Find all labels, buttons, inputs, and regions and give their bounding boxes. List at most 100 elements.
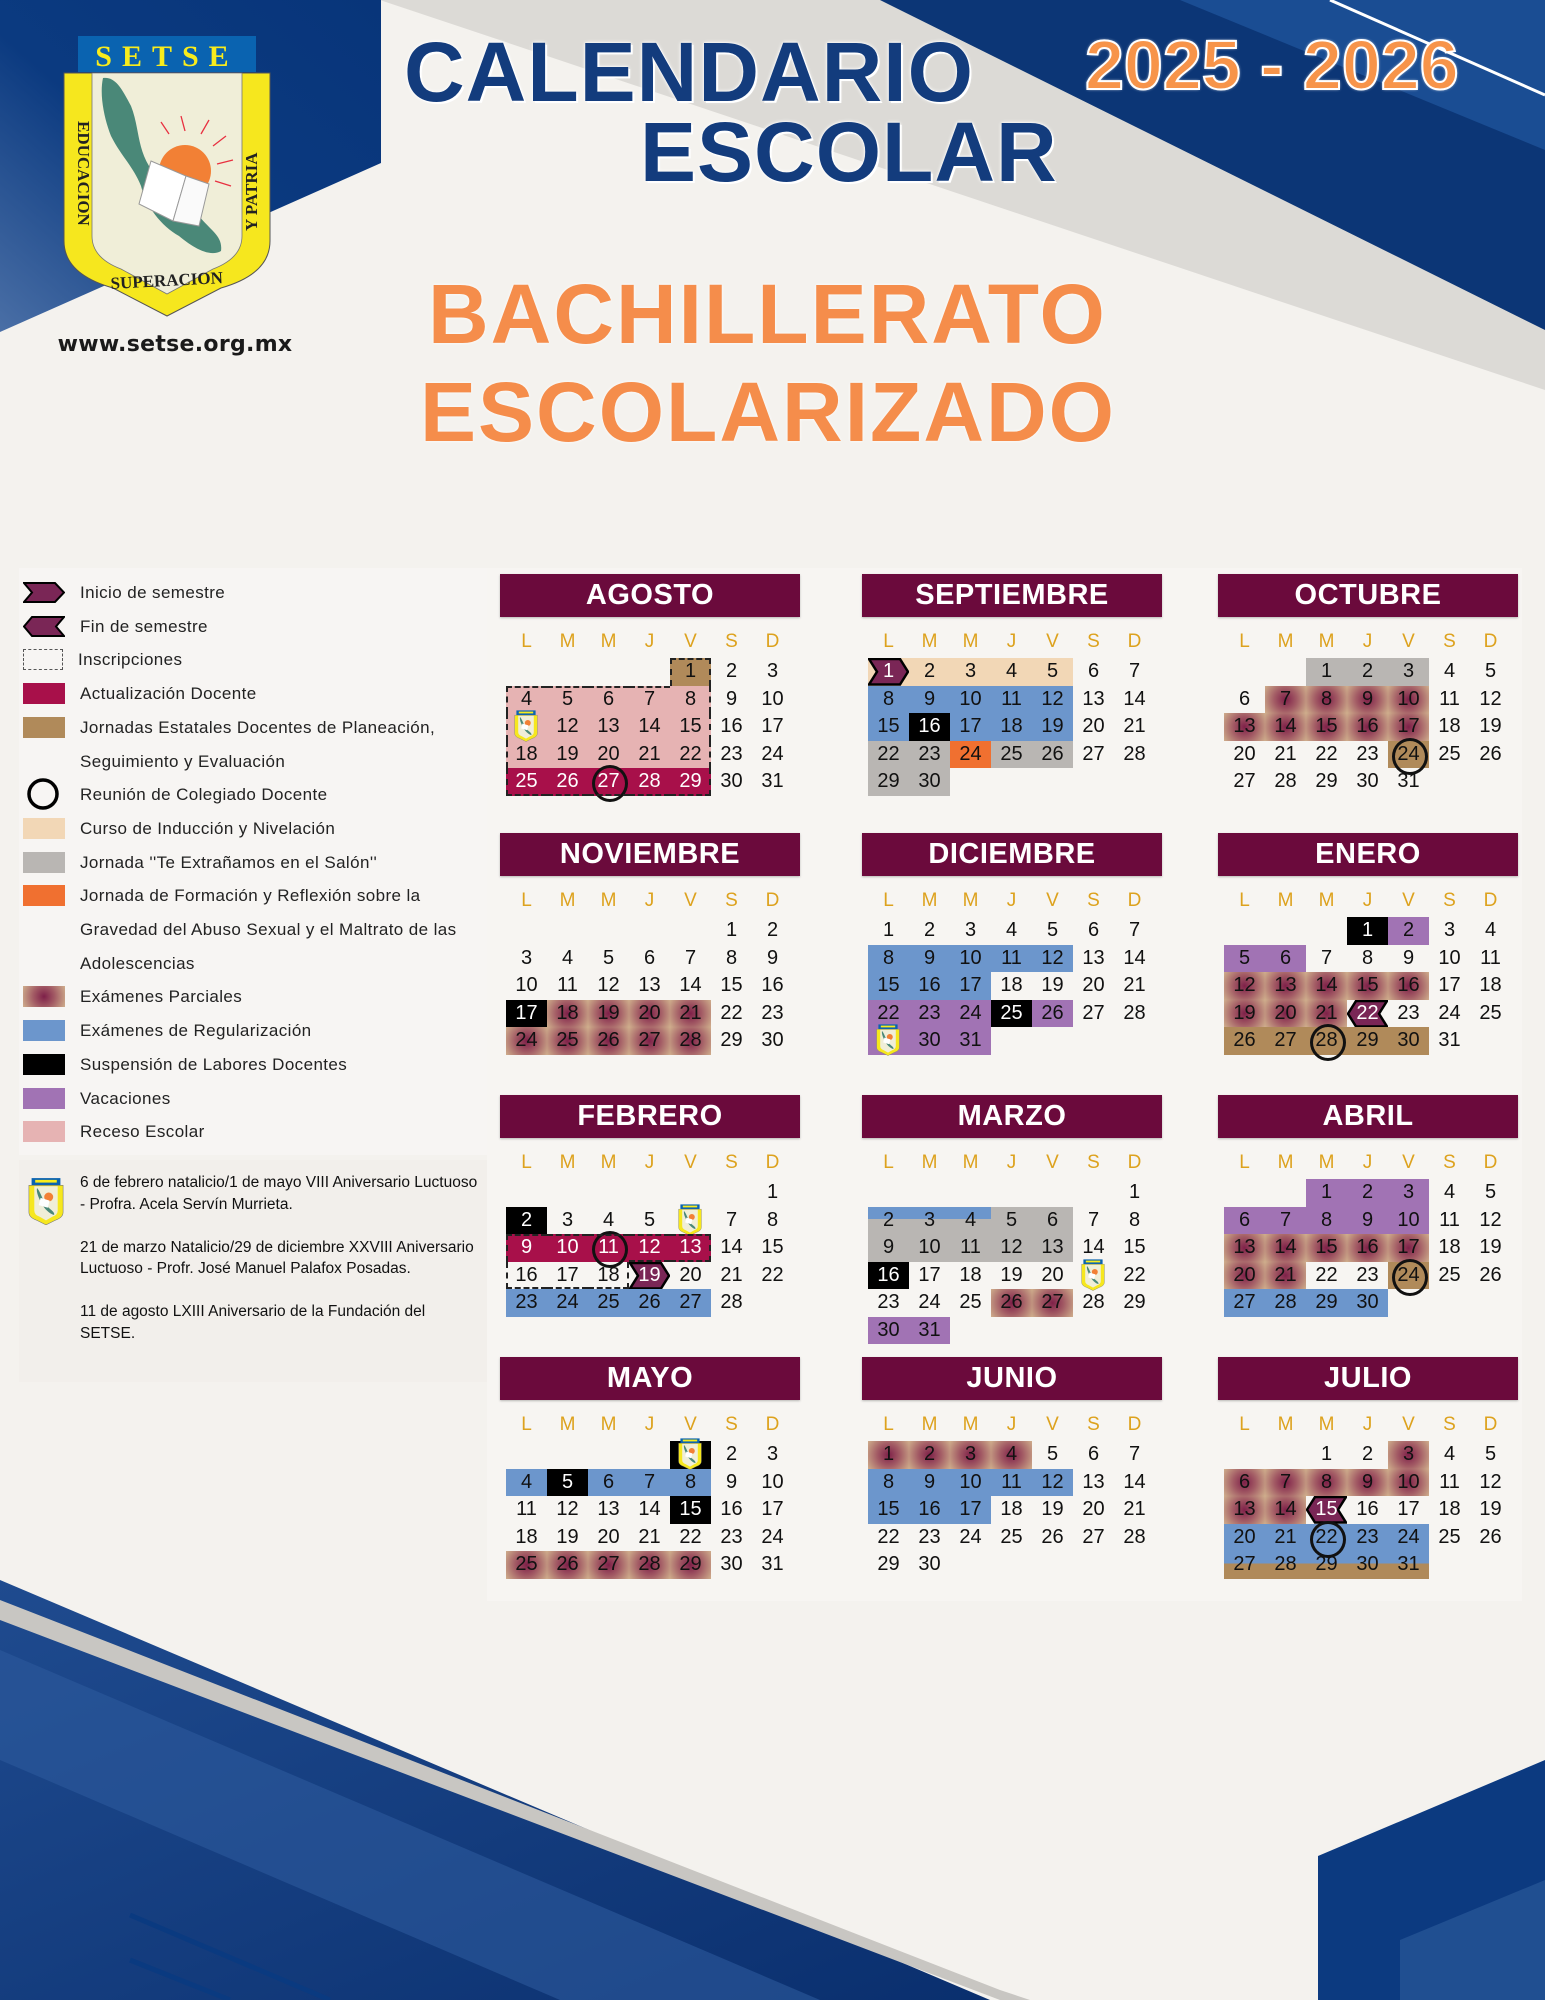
- day-cell[interactable]: 14: [1306, 972, 1347, 1000]
- day-cell[interactable]: 6: [588, 1468, 629, 1496]
- day-cell[interactable]: 19: [629, 1261, 670, 1289]
- day-cell[interactable]: 5: [629, 1207, 670, 1235]
- day-cell[interactable]: 22: [868, 999, 909, 1027]
- day-cell[interactable]: 2: [1347, 1441, 1388, 1469]
- day-cell[interactable]: 18: [950, 1262, 991, 1290]
- day-cell[interactable]: 17: [1429, 972, 1470, 1000]
- day-cell[interactable]: 24: [506, 1027, 547, 1055]
- day-cell[interactable]: [868, 1024, 909, 1056]
- day-cell[interactable]: 11: [588, 1231, 629, 1268]
- day-cell[interactable]: 8: [1306, 1206, 1347, 1234]
- day-cell[interactable]: 26: [1470, 1524, 1511, 1552]
- day-cell[interactable]: 23: [711, 741, 752, 769]
- day-cell[interactable]: 12: [1470, 686, 1511, 714]
- day-cell[interactable]: 24: [547, 1289, 588, 1317]
- day-cell[interactable]: 2: [711, 1441, 752, 1469]
- day-cell[interactable]: 30: [909, 1027, 950, 1055]
- day-cell[interactable]: 18: [991, 972, 1032, 1000]
- day-cell[interactable]: 16: [909, 972, 950, 1000]
- day-cell[interactable]: 20: [588, 740, 629, 768]
- day-cell[interactable]: 30: [711, 768, 752, 796]
- day-cell[interactable]: 10: [950, 944, 991, 972]
- day-cell[interactable]: 2: [711, 658, 752, 686]
- day-cell[interactable]: 27: [588, 765, 629, 802]
- day-cell[interactable]: 1: [711, 917, 752, 945]
- day-cell[interactable]: 28: [1114, 1000, 1155, 1028]
- day-cell[interactable]: 21: [1114, 1496, 1155, 1524]
- day-cell[interactable]: 16: [711, 1496, 752, 1524]
- day-cell[interactable]: 9: [1347, 685, 1388, 713]
- day-cell[interactable]: 6: [1224, 1468, 1265, 1496]
- day-cell[interactable]: 8: [1347, 945, 1388, 973]
- day-cell[interactable]: 12: [629, 1234, 670, 1262]
- day-cell[interactable]: 28: [629, 768, 670, 796]
- day-cell[interactable]: 21: [1265, 1523, 1306, 1551]
- day-cell[interactable]: 3: [1388, 1441, 1429, 1469]
- day-cell[interactable]: 19: [1032, 1496, 1073, 1524]
- day-cell[interactable]: 6: [1265, 944, 1306, 972]
- day-cell[interactable]: 11: [991, 685, 1032, 713]
- day-cell[interactable]: 25: [1429, 1262, 1470, 1290]
- day-cell[interactable]: 14: [1114, 686, 1155, 714]
- day-cell[interactable]: 12: [588, 972, 629, 1000]
- day-cell[interactable]: 27: [1224, 1551, 1265, 1579]
- day-cell[interactable]: 25: [1429, 741, 1470, 769]
- day-cell[interactable]: 27: [1224, 768, 1265, 796]
- day-cell[interactable]: 13: [629, 972, 670, 1000]
- day-cell[interactable]: 16: [909, 1496, 950, 1524]
- day-cell[interactable]: 26: [547, 768, 588, 796]
- day-cell[interactable]: 3: [1388, 1179, 1429, 1207]
- day-cell[interactable]: 21: [629, 1524, 670, 1552]
- day-cell[interactable]: 6: [1224, 1206, 1265, 1234]
- day-cell[interactable]: 13: [1265, 972, 1306, 1000]
- day-cell[interactable]: 2: [909, 1441, 950, 1469]
- day-cell[interactable]: 17: [752, 713, 793, 741]
- day-cell[interactable]: 17: [1388, 1234, 1429, 1262]
- day-cell[interactable]: 16: [909, 713, 950, 741]
- day-cell[interactable]: 10: [547, 1234, 588, 1262]
- day-cell[interactable]: 31: [752, 768, 793, 796]
- day-cell[interactable]: 19: [588, 999, 629, 1027]
- day-cell[interactable]: 26: [1224, 1027, 1265, 1055]
- day-cell[interactable]: 28: [1265, 1289, 1306, 1317]
- day-cell[interactable]: 20: [1073, 713, 1114, 741]
- day-cell[interactable]: 15: [1306, 713, 1347, 741]
- day-cell[interactable]: 16: [752, 972, 793, 1000]
- day-cell[interactable]: 18: [991, 1496, 1032, 1524]
- day-cell[interactable]: 2: [1347, 1179, 1388, 1207]
- day-cell[interactable]: 30: [1388, 1027, 1429, 1055]
- day-cell[interactable]: 18: [506, 740, 547, 768]
- day-cell[interactable]: 1: [752, 1179, 793, 1207]
- day-cell[interactable]: 17: [909, 1262, 950, 1290]
- day-cell[interactable]: 17: [506, 999, 547, 1027]
- day-cell[interactable]: 14: [711, 1234, 752, 1262]
- day-cell[interactable]: 7: [1073, 1207, 1114, 1235]
- day-cell[interactable]: 12: [547, 713, 588, 741]
- day-cell[interactable]: 21: [711, 1262, 752, 1290]
- day-cell[interactable]: 12: [1470, 1469, 1511, 1497]
- day-cell[interactable]: 4: [506, 1468, 547, 1496]
- day-cell[interactable]: 27: [1073, 1524, 1114, 1552]
- day-cell[interactable]: 9: [909, 685, 950, 713]
- day-cell[interactable]: 19: [547, 740, 588, 768]
- day-cell[interactable]: 10: [506, 972, 547, 1000]
- day-cell[interactable]: 7: [629, 1468, 670, 1496]
- day-cell[interactable]: 5: [991, 1206, 1032, 1234]
- day-cell[interactable]: 31: [752, 1551, 793, 1579]
- day-cell[interactable]: 27: [629, 1027, 670, 1055]
- day-cell[interactable]: 18: [991, 713, 1032, 741]
- day-cell[interactable]: 12: [1032, 944, 1073, 972]
- day-cell[interactable]: 11: [1429, 686, 1470, 714]
- day-cell[interactable]: 16: [711, 713, 752, 741]
- day-cell[interactable]: 5: [588, 945, 629, 973]
- day-cell[interactable]: 3: [506, 945, 547, 973]
- day-cell[interactable]: 23: [909, 1524, 950, 1552]
- day-cell[interactable]: 17: [1388, 713, 1429, 741]
- day-cell[interactable]: 16: [868, 1261, 909, 1289]
- day-cell[interactable]: 27: [1032, 1289, 1073, 1317]
- day-cell[interactable]: 7: [1265, 1206, 1306, 1234]
- day-cell[interactable]: 10: [752, 686, 793, 714]
- day-cell[interactable]: 31: [1388, 768, 1429, 796]
- day-cell[interactable]: 24: [950, 1524, 991, 1552]
- day-cell[interactable]: 16: [1347, 713, 1388, 741]
